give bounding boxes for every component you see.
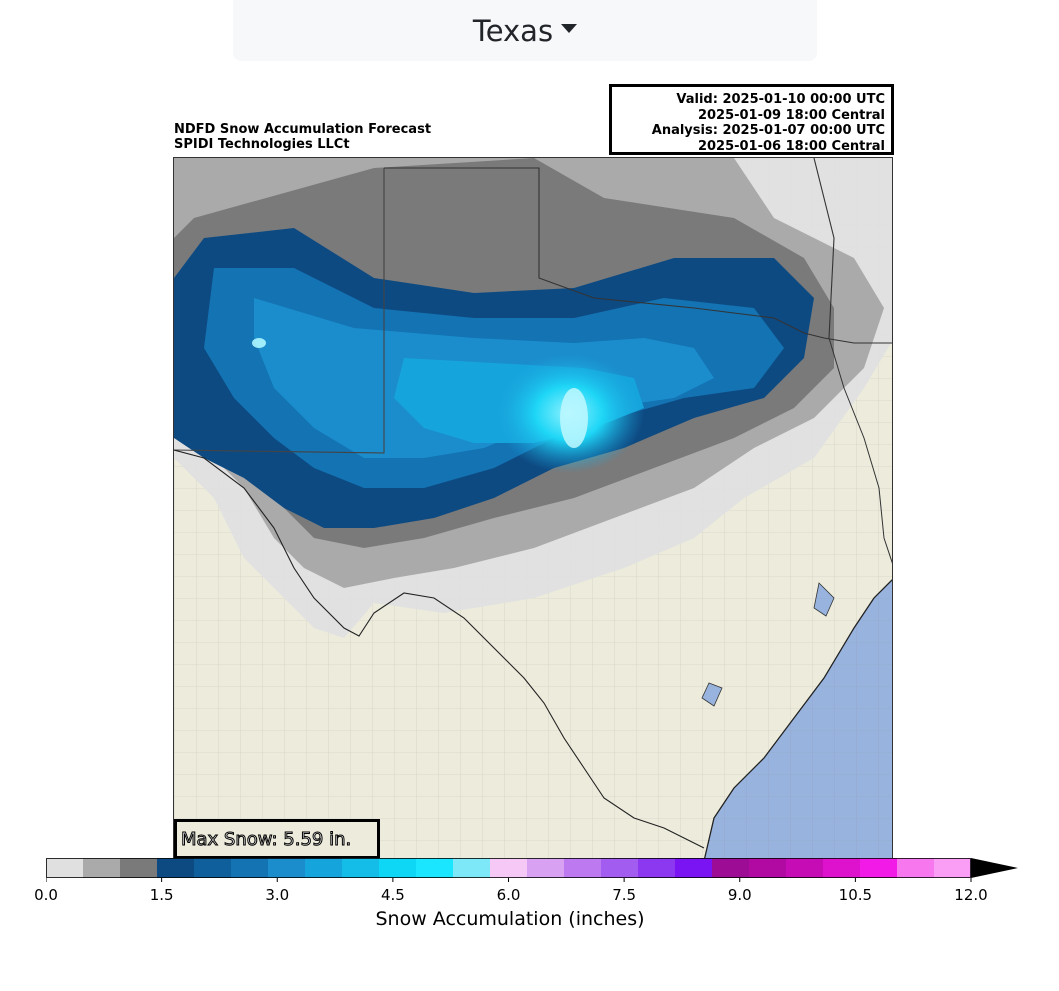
- colorbar-tick-label: 4.5: [380, 886, 405, 904]
- map-title: NDFD Snow Accumulation Forecast: [174, 122, 432, 137]
- colorbar-segment: [120, 858, 158, 878]
- colorbar-tick-label: 7.5: [612, 886, 637, 904]
- colorbar-segment: [934, 858, 972, 878]
- colorbar-segment: [897, 858, 935, 878]
- colorbar-tick-label: 1.5: [149, 886, 174, 904]
- valid-time-box: Valid: 2025-01-10 00:00 UTC 2025-01-09 1…: [609, 84, 894, 155]
- analysis-utc: Analysis: 2025-01-07 00:00 UTC: [651, 123, 885, 138]
- colorbar-segment: [83, 858, 121, 878]
- region-select-dropdown[interactable]: Texas: [233, 0, 817, 61]
- colorbar-segment: [46, 858, 84, 878]
- colorbar-extend-arrow: [971, 858, 1018, 878]
- map-subtitle: SPIDI Technologies LLCt: [174, 137, 350, 152]
- colorbar-label: Snow Accumulation (inches): [375, 908, 645, 930]
- colorbar-segment: [527, 858, 565, 878]
- valid-utc: Valid: 2025-01-10 00:00 UTC: [676, 92, 885, 107]
- colorbar-segment: [194, 858, 232, 878]
- colorbar-segment: [786, 858, 824, 878]
- snow-map: [173, 157, 893, 860]
- snow-forecast-figure: NDFD Snow Accumulation Forecast SPIDI Te…: [24, 84, 1025, 936]
- colorbar-segment: [601, 858, 639, 878]
- colorbar-segment: [268, 858, 306, 878]
- colorbar-segment: [638, 858, 676, 878]
- max-snow-label: Max Snow: 5.59 in.: [180, 828, 352, 850]
- region-select-label: Texas: [472, 13, 554, 48]
- snow-map-graphic: [174, 158, 892, 859]
- colorbar-segment: [675, 858, 713, 878]
- colorbar-segment: [490, 858, 528, 878]
- colorbar-segment: [564, 858, 602, 878]
- colorbar-tick-label: 9.0: [727, 886, 752, 904]
- colorbar: [46, 858, 1018, 882]
- colorbar-segment: [231, 858, 269, 878]
- colorbar-tick-label: 12.0: [954, 886, 988, 904]
- colorbar-segment: [305, 858, 343, 878]
- colorbar-segment: [860, 858, 898, 878]
- colorbar-segment: [749, 858, 787, 878]
- colorbar-tick-label: 6.0: [496, 886, 521, 904]
- caret-down-icon: [561, 24, 578, 33]
- colorbar-segment: [379, 858, 417, 878]
- colorbar-segment: [823, 858, 861, 878]
- analysis-central: 2025-01-06 18:00 Central: [697, 138, 885, 154]
- valid-central: 2025-01-09 18:00 Central: [697, 107, 885, 123]
- colorbar-tick-label: 10.5: [838, 886, 873, 904]
- colorbar-tick-label: 3.0: [265, 886, 290, 904]
- colorbar-segment: [712, 858, 750, 878]
- colorbar-segment: [453, 858, 491, 878]
- colorbar-segment: [342, 858, 380, 878]
- colorbar-segment: [157, 858, 195, 878]
- colorbar-segment: [416, 858, 454, 878]
- colorbar-tick-label: 0.0: [34, 886, 58, 904]
- max-snow-box: Max Snow: 5.59 in.: [174, 819, 380, 859]
